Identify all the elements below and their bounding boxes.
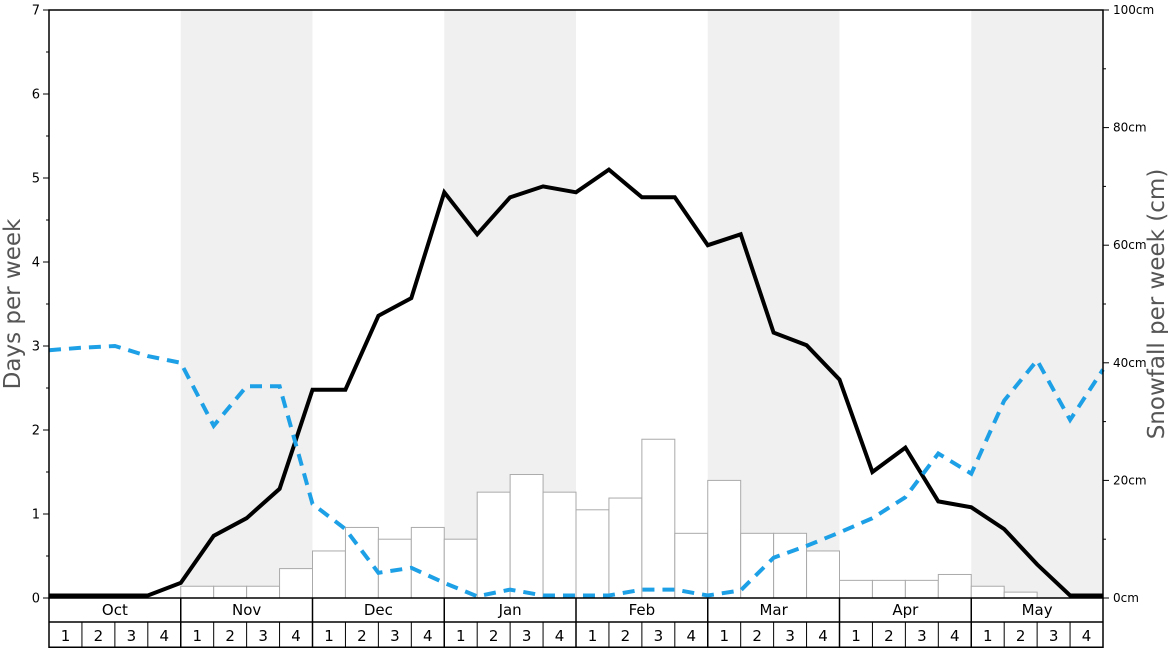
snowfall-bars	[180, 438, 1038, 599]
week-label: 2	[884, 627, 894, 645]
month-label: Feb	[629, 601, 656, 619]
left-axis: 0 1 2 3 4 5 6 7	[32, 4, 49, 607]
week-label: 3	[522, 627, 532, 645]
week-label: 1	[456, 627, 466, 645]
week-label: 3	[390, 627, 400, 645]
week-label: 3	[785, 627, 795, 645]
snowfall-bar	[509, 474, 544, 599]
snowfall-bar	[970, 585, 1005, 599]
snowfall-bar	[608, 497, 643, 599]
y-tick-label: 6	[32, 88, 40, 103]
week-label: 2	[357, 627, 367, 645]
month-label: Nov	[232, 601, 261, 619]
y-tick-label: 1	[32, 508, 40, 523]
week-label: 2	[752, 627, 762, 645]
week-label: 4	[687, 627, 697, 645]
snowfall-bar	[707, 479, 742, 599]
week-label: 3	[1049, 627, 1059, 645]
week-label: 4	[423, 627, 433, 645]
snowfall-bar	[443, 538, 478, 599]
snowfall-bar	[410, 526, 445, 599]
snowfall-bar	[246, 585, 281, 599]
snowfall-bar	[674, 532, 709, 599]
snowfall-bar	[213, 585, 248, 599]
snowfall-bar	[904, 579, 939, 599]
week-label: 1	[192, 627, 202, 645]
week-label: 2	[621, 627, 631, 645]
snowfall-bar	[476, 491, 511, 599]
y2-tick-label: 80cm	[1113, 121, 1147, 135]
week-label: 2	[1016, 627, 1026, 645]
month-label: Oct	[102, 601, 128, 619]
week-label: 3	[654, 627, 664, 645]
snowfall-bar	[871, 579, 906, 599]
series-lines	[48, 167, 1105, 599]
month-label: Jan	[498, 601, 522, 619]
month-label: May	[1022, 601, 1053, 619]
week-label: 3	[917, 627, 927, 645]
snowfall-bar	[937, 573, 972, 599]
week-label: 4	[555, 627, 565, 645]
snowfall-bar	[180, 585, 215, 599]
week-label: 4	[291, 627, 301, 645]
snowfall-bar	[773, 532, 808, 599]
y2-tick-label: 0cm	[1113, 591, 1139, 605]
week-label: 2	[94, 627, 104, 645]
week-label: 3	[127, 627, 137, 645]
month-band	[180, 10, 313, 598]
week-label: 1	[324, 627, 334, 645]
snowfall-bar	[641, 438, 676, 599]
solid-series-line	[49, 167, 1103, 598]
week-label: 1	[588, 627, 598, 645]
y2-axis-title: Snowfall per week (cm)	[1144, 169, 1168, 440]
week-label: 4	[1082, 627, 1092, 645]
month-label: Mar	[759, 601, 788, 619]
y2-tick-label: 60cm	[1113, 238, 1147, 252]
snowfall-bar	[542, 491, 577, 599]
month-label: Dec	[364, 601, 393, 619]
y2-tick-label: 40cm	[1113, 356, 1147, 370]
y-axis-title: Days per week	[0, 218, 26, 389]
right-axis: 0cm 20cm 40cm 60cm 80cm 100cm	[1103, 3, 1154, 605]
snowfall-bar	[279, 568, 313, 599]
snowfall-bar	[575, 509, 610, 599]
snowfall-bar	[806, 550, 840, 599]
week-label: 1	[61, 627, 71, 645]
y-tick-label: 5	[32, 172, 40, 187]
week-label: 3	[258, 627, 268, 645]
snowfall-bar	[1003, 591, 1038, 599]
y2-tick-label: 20cm	[1113, 473, 1147, 487]
week-label: 1	[851, 627, 861, 645]
snowfall-bar	[839, 579, 873, 599]
y-tick-label: 2	[32, 424, 40, 439]
y-tick-label: 4	[32, 256, 40, 271]
week-month-axis: Oct 1 2 3 4 Nov 1 2 3 4 Dec 1 2 3 4 Jan 1 2 3 4 Feb 1 2 3 4 Mar 1 2…	[48, 598, 1104, 648]
month-band	[971, 10, 1103, 598]
snowfall-bar	[312, 550, 346, 599]
month-bands	[180, 10, 1103, 598]
week-label: 4	[818, 627, 828, 645]
month-label: Apr	[892, 601, 919, 619]
y-tick-label: 0	[32, 592, 40, 607]
week-label: 4	[950, 627, 960, 645]
week-label: 1	[719, 627, 729, 645]
week-label: 4	[160, 627, 170, 645]
y-tick-label: 3	[32, 340, 40, 355]
y-tick-label: 7	[32, 4, 40, 19]
week-label: 2	[489, 627, 499, 645]
y2-tick-label: 100cm	[1113, 3, 1154, 17]
dashed-series-line	[48, 343, 1105, 599]
week-label: 1	[983, 627, 993, 645]
week-label: 2	[225, 627, 235, 645]
